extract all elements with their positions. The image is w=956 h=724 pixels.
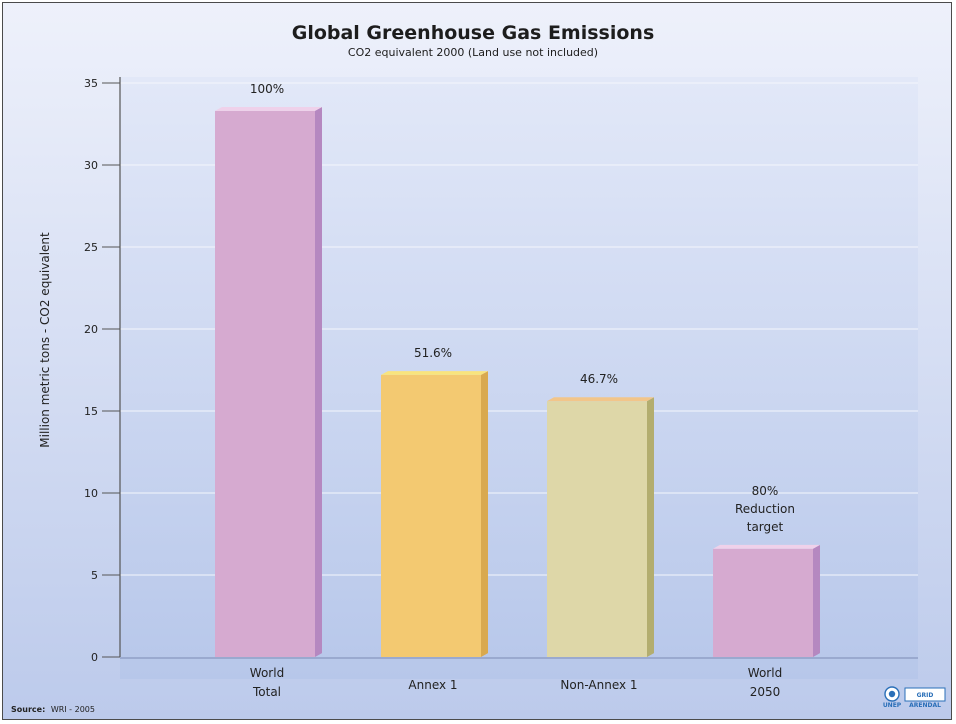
bar-data-label: 51.6% <box>414 346 452 360</box>
category-label: 2050 <box>750 685 781 699</box>
bars <box>215 107 820 657</box>
logo-arendal-text: ARENDAL <box>909 702 941 709</box>
y-tick-label: 35 <box>84 77 98 90</box>
y-tick-label: 5 <box>91 569 98 582</box>
category-label: Annex 1 <box>408 678 457 692</box>
category-label: World <box>250 666 284 680</box>
unep-grid-logo: UNEP GRID ARENDAL <box>883 686 946 709</box>
y-tick-label: 10 <box>84 487 98 500</box>
bar-chart: 0 5 10 15 20 25 30 35 100% 51.6% 46.7% 80% Reductio… <box>3 3 951 719</box>
bar-data-label: target <box>747 520 784 534</box>
category-label: Non-Annex 1 <box>560 678 637 692</box>
bar-top <box>713 544 820 549</box>
bar-side <box>315 107 322 657</box>
y-tick-label: 0 <box>91 651 98 664</box>
y-axis-label: Million metric tons - CO2 equivalent <box>38 232 52 448</box>
bar-front <box>713 548 813 657</box>
bar <box>547 397 654 657</box>
bar-front <box>547 401 647 657</box>
logo-unep-text: UNEP <box>883 702 902 709</box>
category-label: World <box>748 666 782 680</box>
bar-top <box>381 371 488 375</box>
source-label: Source: <box>11 705 45 714</box>
bar-data-label: Reduction <box>735 502 795 516</box>
source-text: WRI - 2005 <box>51 705 95 714</box>
bar-side <box>813 544 820 657</box>
bar-front <box>215 110 315 657</box>
axes: 0 5 10 15 20 25 30 35 <box>84 77 918 664</box>
bar-side <box>481 371 488 657</box>
source-note: Source: WRI - 2005 <box>11 705 95 714</box>
y-tick-label: 15 <box>84 405 98 418</box>
logo-grid-text: GRID <box>917 692 934 699</box>
bar <box>215 107 322 657</box>
bar-top <box>547 397 654 402</box>
category-labels: World Total Annex 1 Non-Annex 1 World 2050 <box>250 666 782 699</box>
chart-title: Global Greenhouse Gas Emissions <box>292 22 655 44</box>
bar-data-label: 100% <box>250 82 284 96</box>
bar-front <box>381 374 481 657</box>
bar-data-label: 46.7% <box>580 372 618 386</box>
bar <box>713 544 820 657</box>
y-tick-label: 30 <box>84 159 98 172</box>
y-tick-label: 25 <box>84 241 98 254</box>
chart-subtitle: CO2 equivalent 2000 (Land use not includ… <box>348 46 598 59</box>
floor <box>120 657 918 659</box>
bar <box>381 371 488 657</box>
bar-top <box>215 107 322 111</box>
category-label: Total <box>252 685 281 699</box>
bar-data-label: 80% <box>752 484 779 498</box>
data-labels: 100% 51.6% 46.7% 80% Reduction target <box>250 82 795 534</box>
y-tick-label: 20 <box>84 323 98 336</box>
bar-side <box>647 397 654 657</box>
